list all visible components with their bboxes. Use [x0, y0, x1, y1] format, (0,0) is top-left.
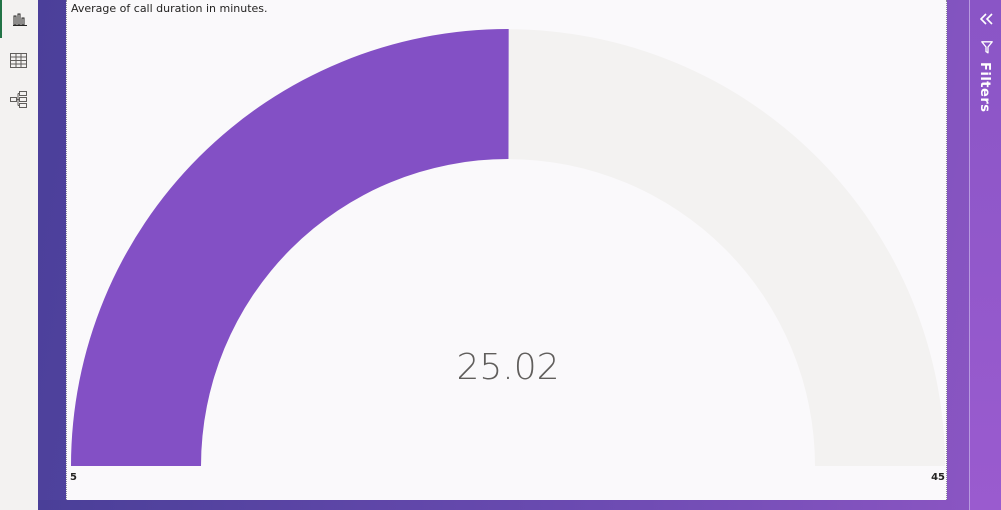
table-view-button[interactable]: [0, 41, 37, 79]
gauge-chart: 25.02 5 45: [70, 29, 945, 483]
table-view-icon: [10, 52, 27, 68]
gauge-value-arc: [71, 29, 509, 467]
page-tabs-strip: [38, 500, 969, 510]
report-view-button[interactable]: [0, 0, 37, 38]
model-view-icon: [9, 91, 27, 108]
funnel-icon: [981, 41, 993, 54]
gauge-max-label: 45: [931, 472, 945, 483]
view-switcher-rail: [0, 0, 39, 510]
gauge-visual[interactable]: Average of call duration in minutes. 25.…: [66, 0, 947, 500]
gauge-value-label: 25.02: [456, 347, 559, 388]
visual-title: Average of call duration in minutes.: [71, 2, 268, 15]
filters-pane-collapsed[interactable]: Filters: [969, 0, 1001, 510]
double-chevron-left-icon[interactable]: [980, 13, 993, 25]
gauge-min-label: 5: [70, 472, 77, 483]
filters-pane-label: Filters: [977, 62, 992, 113]
report-view-icon: [12, 13, 27, 26]
model-view-button[interactable]: [0, 81, 37, 119]
